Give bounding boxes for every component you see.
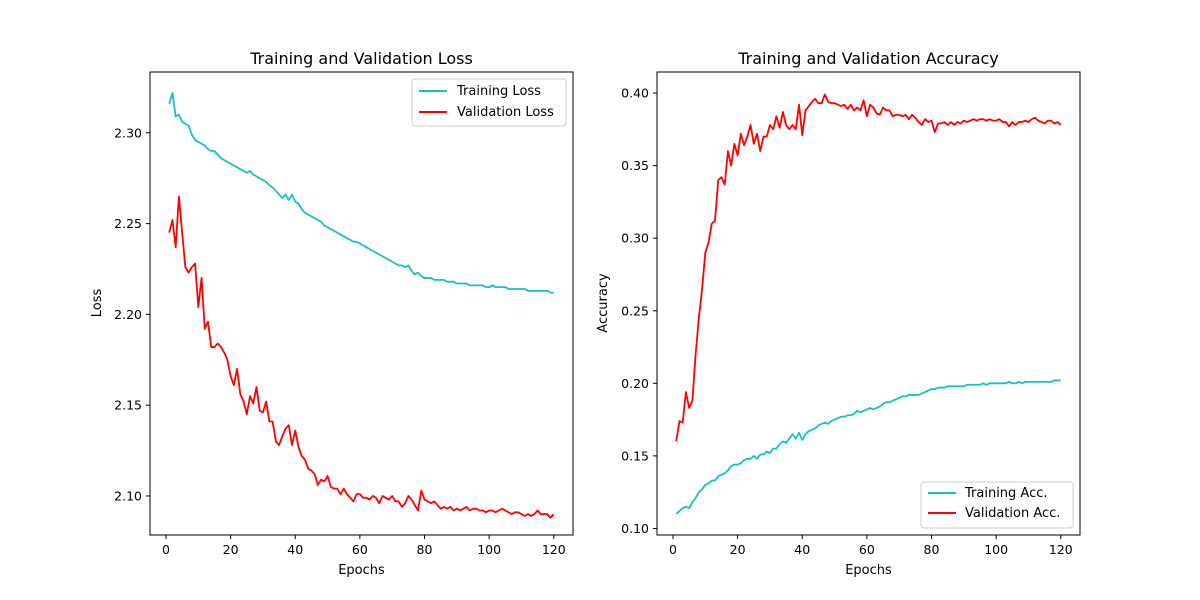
accuracy-series-training-acc [675,379,1061,515]
loss-legend-box [411,78,567,127]
loss-x-tick-label: 100 [477,542,501,557]
loss-y-axis-label: Loss [90,289,105,318]
loss-series-training-loss [168,91,554,294]
loss-legend-label-training: Training Loss [456,84,541,99]
accuracy-x-tick-label: 0 [669,542,677,557]
accuracy-legend-label-training: Training Acc. [964,486,1048,501]
loss-legend: Training Loss Validation Loss [411,78,567,127]
accuracy-x-tick-label: 60 [859,542,875,557]
accuracy-legend-label-validation: Validation Acc. [965,506,1060,521]
loss-y-tick-label: 2.15 [114,398,142,413]
accuracy-y-tick-label: 0.20 [621,376,649,391]
accuracy-plot-frame [656,71,1081,536]
accuracy-series-validation-acc [675,93,1062,442]
accuracy-x-tick-label: 100 [984,542,1008,557]
accuracy-y-tick-label: 0.30 [621,231,649,246]
loss-y-tick-label: 2.10 [114,488,142,503]
loss-x-tick-label: 20 [223,542,239,557]
loss-x-tick-label: 0 [162,542,170,557]
accuracy-axis-ticks: 0 20 40 60 80 100 120 0.10 0.15 0.20 0.25 0.30 0.35 0… [621,86,1073,557]
accuracy-y-tick-label: 0.25 [621,303,649,318]
accuracy-y-tick-label: 0.35 [621,158,649,173]
loss-axis-ticks: 0 20 40 60 80 100 120 2.10 2.15 2.20 2.25 2.30 [114,125,566,557]
loss-series-lines [168,91,555,519]
accuracy-y-axis-label: Accuracy [596,273,611,333]
accuracy-chart: Training and Validation Accuracy Epochs … [596,49,1081,578]
loss-x-tick-label: 40 [287,542,303,557]
loss-x-tick-label: 60 [352,542,368,557]
loss-x-tick-label: 120 [542,542,566,557]
accuracy-y-tick-label: 0.40 [621,86,649,101]
loss-plot-frame [149,71,574,536]
loss-y-tick-label: 2.30 [114,125,142,140]
loss-chart-title: Training and Validation Loss [249,49,473,68]
accuracy-legend-box [920,481,1074,529]
loss-chart: Training and Validation Loss Epochs Loss… [90,49,574,578]
accuracy-x-tick-label: 20 [730,542,746,557]
accuracy-y-tick-label: 0.15 [621,448,649,463]
loss-legend-label-validation: Validation Loss [457,105,554,120]
loss-y-tick-label: 2.20 [114,307,142,322]
accuracy-chart-title: Training and Validation Accuracy [737,49,999,68]
loss-series-validation-loss [168,195,555,519]
accuracy-x-axis-label: Epochs [845,563,892,578]
loss-x-axis-label: Epochs [338,563,385,578]
loss-x-tick-label: 80 [417,542,433,557]
accuracy-y-tick-label: 0.10 [621,521,649,536]
accuracy-legend: Training Acc. Validation Acc. [920,481,1074,529]
accuracy-x-tick-label: 40 [794,542,810,557]
loss-y-tick-label: 2.25 [114,216,142,231]
accuracy-x-tick-label: 80 [924,542,940,557]
accuracy-series-lines [675,93,1062,515]
accuracy-x-tick-label: 120 [1049,542,1073,557]
